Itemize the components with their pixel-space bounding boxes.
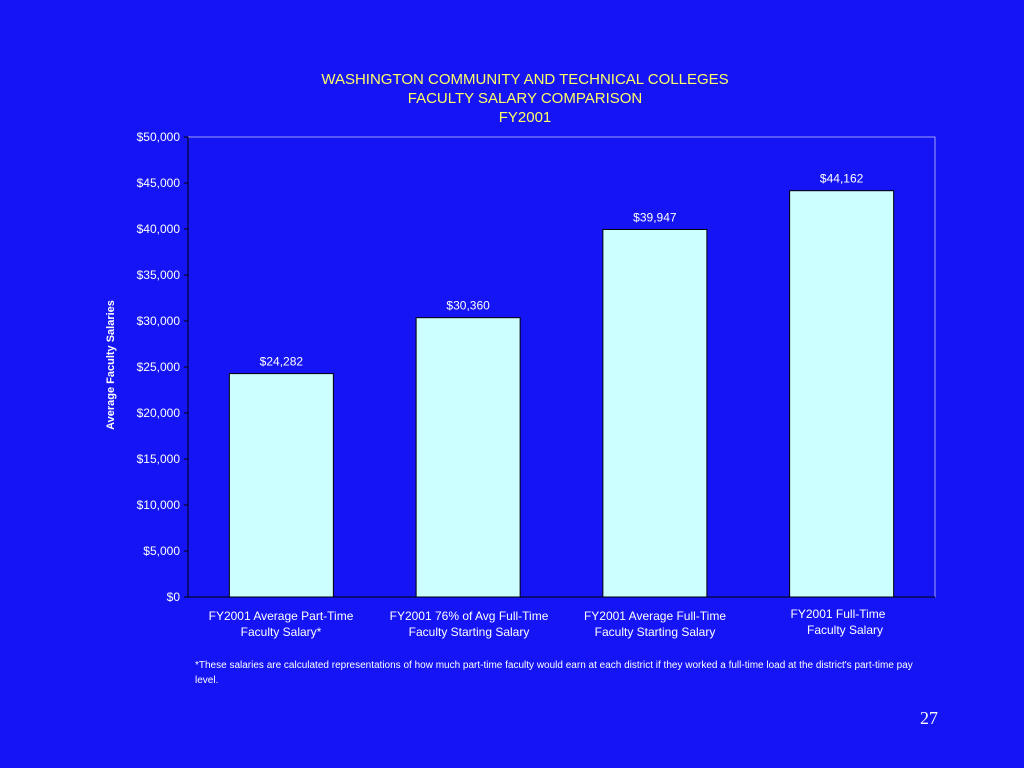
chart-title-line-1: WASHINGTON COMMUNITY AND TECHNICAL COLLE… xyxy=(321,71,729,88)
data-label: $24,282 xyxy=(260,355,304,369)
category-label-2: FY2001 76% of Avg Full-Time Faculty Star… xyxy=(379,608,559,640)
page-number: 27 xyxy=(920,708,938,728)
y-tick-label: $10,000 xyxy=(137,498,181,512)
bar xyxy=(228,373,334,598)
y-tick-label: $0 xyxy=(167,590,181,604)
chart-title-line-2: FACULTY SALARY COMPARISON xyxy=(407,90,643,107)
category-label-3-line-2: Faculty Starting Salary xyxy=(594,625,716,639)
bar xyxy=(602,228,708,598)
y-tick-label: $20,000 xyxy=(137,406,181,420)
chart-title: WASHINGTON COMMUNITY AND TECHNICAL COLLE… xyxy=(180,70,870,127)
category-label-4-line-2: Faculty Salary xyxy=(806,623,884,637)
data-label: $44,162 xyxy=(820,172,864,186)
category-label-4: FY2001 Full-Time Faculty Salary xyxy=(748,606,928,638)
category-label-3-line-1: FY2001 Average Full-Time xyxy=(583,609,727,623)
category-label-1-line-1: FY2001 Average Part-Time xyxy=(208,609,354,623)
data-label: $39,947 xyxy=(633,210,677,224)
category-label-2-line-2: Faculty Starting Salary xyxy=(408,625,530,639)
y-tick-label: $30,000 xyxy=(137,314,181,328)
y-tick-label: $25,000 xyxy=(137,360,181,374)
category-label-4-line-1: FY2001 Full-Time xyxy=(790,607,886,621)
footnote: *These salaries are calculated represent… xyxy=(195,660,913,686)
y-tick-label: $5,000 xyxy=(143,544,180,558)
y-tick-label: $45,000 xyxy=(137,176,181,190)
y-tick-label: $50,000 xyxy=(137,130,181,144)
bar xyxy=(415,317,521,598)
category-label-3: FY2001 Average Full-Time Faculty Startin… xyxy=(565,608,745,640)
category-label-1-line-2: Faculty Salary* xyxy=(240,625,322,639)
y-tick-label: $15,000 xyxy=(137,452,181,466)
y-tick-label: $40,000 xyxy=(137,222,181,236)
chart-title-line-3: FY2001 xyxy=(498,109,552,126)
y-tick-label: $35,000 xyxy=(137,268,181,282)
category-label-2-line-1: FY2001 76% of Avg Full-Time xyxy=(389,609,549,623)
data-label: $30,360 xyxy=(446,299,490,313)
category-label-1: FY2001 Average Part-Time Faculty Salary* xyxy=(191,608,371,640)
bar xyxy=(789,190,895,598)
y-axis-label: Average Faculty Salaries xyxy=(105,300,117,430)
